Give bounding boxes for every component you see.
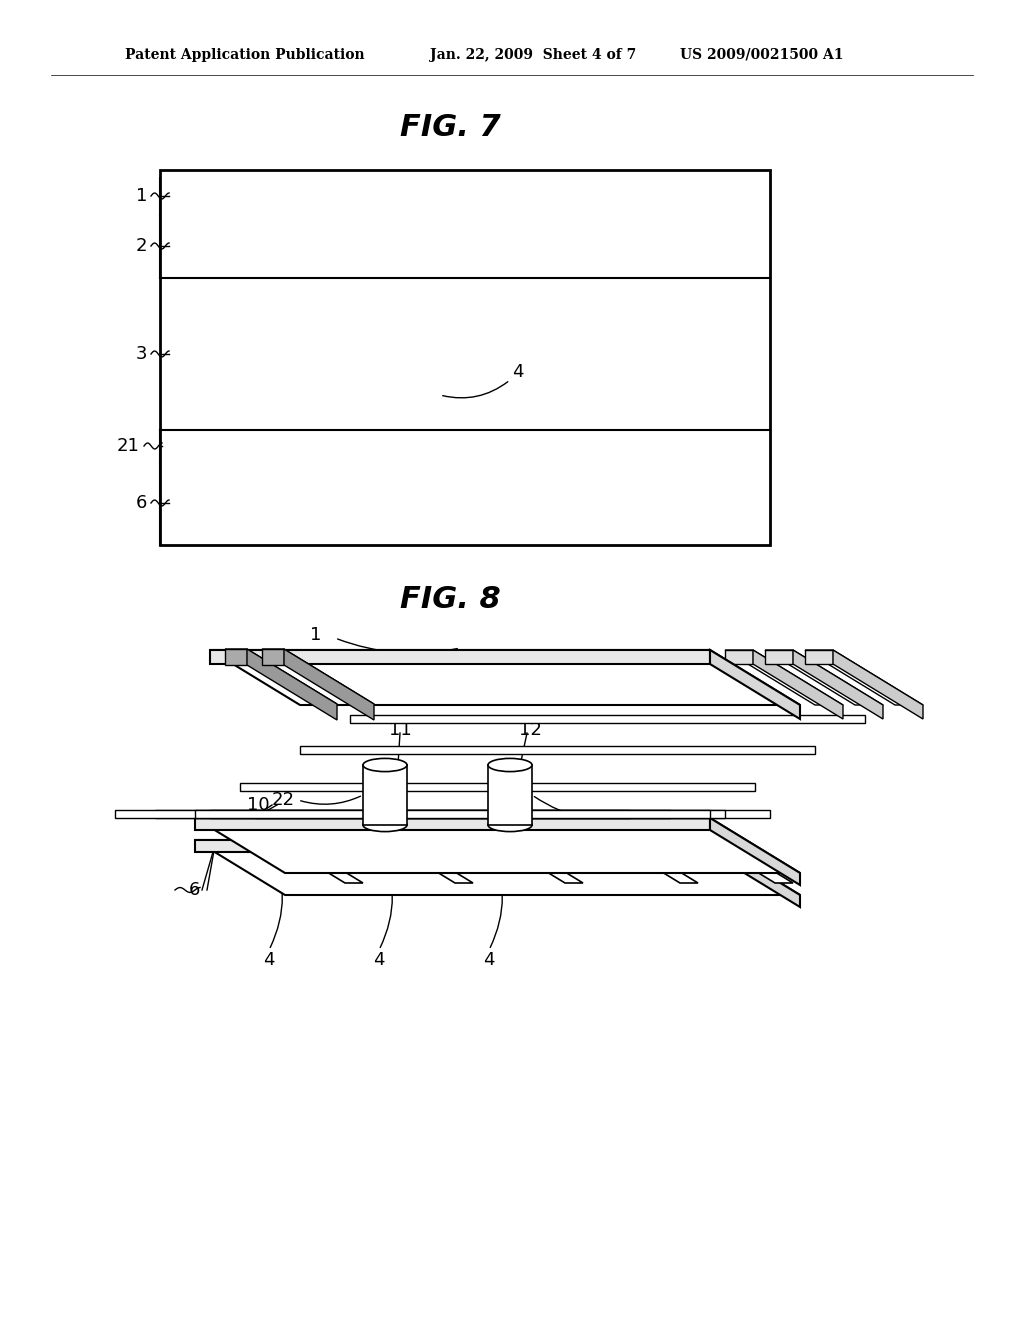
Text: 6: 6	[188, 880, 200, 899]
Polygon shape	[710, 818, 800, 884]
Polygon shape	[195, 818, 800, 873]
Polygon shape	[300, 746, 815, 754]
Text: FIG. 7: FIG. 7	[399, 114, 501, 143]
Text: 4: 4	[374, 950, 385, 969]
Polygon shape	[155, 810, 670, 818]
Polygon shape	[685, 828, 703, 840]
Polygon shape	[710, 649, 800, 719]
Polygon shape	[225, 649, 247, 665]
Bar	[488, 766, 532, 825]
Polygon shape	[710, 840, 800, 907]
Polygon shape	[475, 828, 583, 883]
Text: 4: 4	[512, 363, 523, 381]
Polygon shape	[365, 828, 383, 840]
Text: Jan. 22, 2009  Sheet 4 of 7: Jan. 22, 2009 Sheet 4 of 7	[430, 48, 636, 62]
Polygon shape	[805, 649, 833, 664]
Ellipse shape	[488, 759, 532, 772]
Text: Patent Application Publication: Patent Application Publication	[125, 48, 365, 62]
Text: 12: 12	[518, 721, 542, 739]
Polygon shape	[833, 649, 923, 719]
Text: 4: 4	[483, 950, 495, 969]
Polygon shape	[765, 649, 883, 705]
Polygon shape	[262, 649, 374, 704]
Polygon shape	[262, 649, 284, 665]
Polygon shape	[195, 810, 710, 818]
Polygon shape	[225, 649, 337, 704]
Ellipse shape	[362, 818, 407, 832]
Bar	[362, 766, 407, 825]
Bar	[160, 170, 770, 545]
Bar	[160, 462, 770, 545]
Ellipse shape	[488, 818, 532, 832]
Polygon shape	[590, 828, 698, 883]
Polygon shape	[255, 828, 362, 883]
Polygon shape	[240, 783, 755, 791]
Text: 3: 3	[135, 345, 147, 363]
Polygon shape	[255, 828, 273, 840]
Text: FIG. 8: FIG. 8	[399, 586, 501, 615]
Polygon shape	[247, 649, 337, 719]
Polygon shape	[255, 810, 770, 818]
Polygon shape	[210, 649, 800, 705]
Bar	[160, 430, 770, 462]
Polygon shape	[195, 840, 800, 895]
Text: 1: 1	[310, 626, 322, 644]
Text: 21: 21	[117, 437, 140, 455]
Bar	[400, 395, 480, 430]
Polygon shape	[793, 649, 883, 719]
Text: 2: 2	[135, 238, 147, 255]
Polygon shape	[365, 828, 473, 883]
Polygon shape	[210, 810, 725, 818]
Polygon shape	[195, 818, 710, 830]
Polygon shape	[685, 828, 793, 883]
Text: 10: 10	[248, 796, 270, 814]
Polygon shape	[210, 649, 710, 664]
Text: 22: 22	[272, 791, 295, 809]
Text: US 2009/0021500 A1: US 2009/0021500 A1	[680, 48, 844, 62]
Polygon shape	[805, 649, 923, 705]
Bar	[160, 178, 770, 215]
Ellipse shape	[362, 759, 407, 772]
Polygon shape	[725, 649, 843, 705]
Text: 1: 1	[135, 187, 147, 205]
Polygon shape	[350, 715, 865, 723]
Polygon shape	[765, 649, 793, 664]
Polygon shape	[753, 649, 843, 719]
Text: 11: 11	[389, 721, 412, 739]
Text: 2: 2	[245, 659, 256, 677]
Polygon shape	[590, 828, 608, 840]
Text: 6: 6	[135, 494, 147, 512]
Polygon shape	[475, 828, 493, 840]
Polygon shape	[725, 649, 753, 664]
Polygon shape	[115, 810, 630, 818]
Polygon shape	[195, 840, 710, 851]
Polygon shape	[284, 649, 374, 719]
Text: 4: 4	[263, 950, 274, 969]
Bar	[160, 215, 770, 279]
Text: 22: 22	[645, 810, 668, 829]
